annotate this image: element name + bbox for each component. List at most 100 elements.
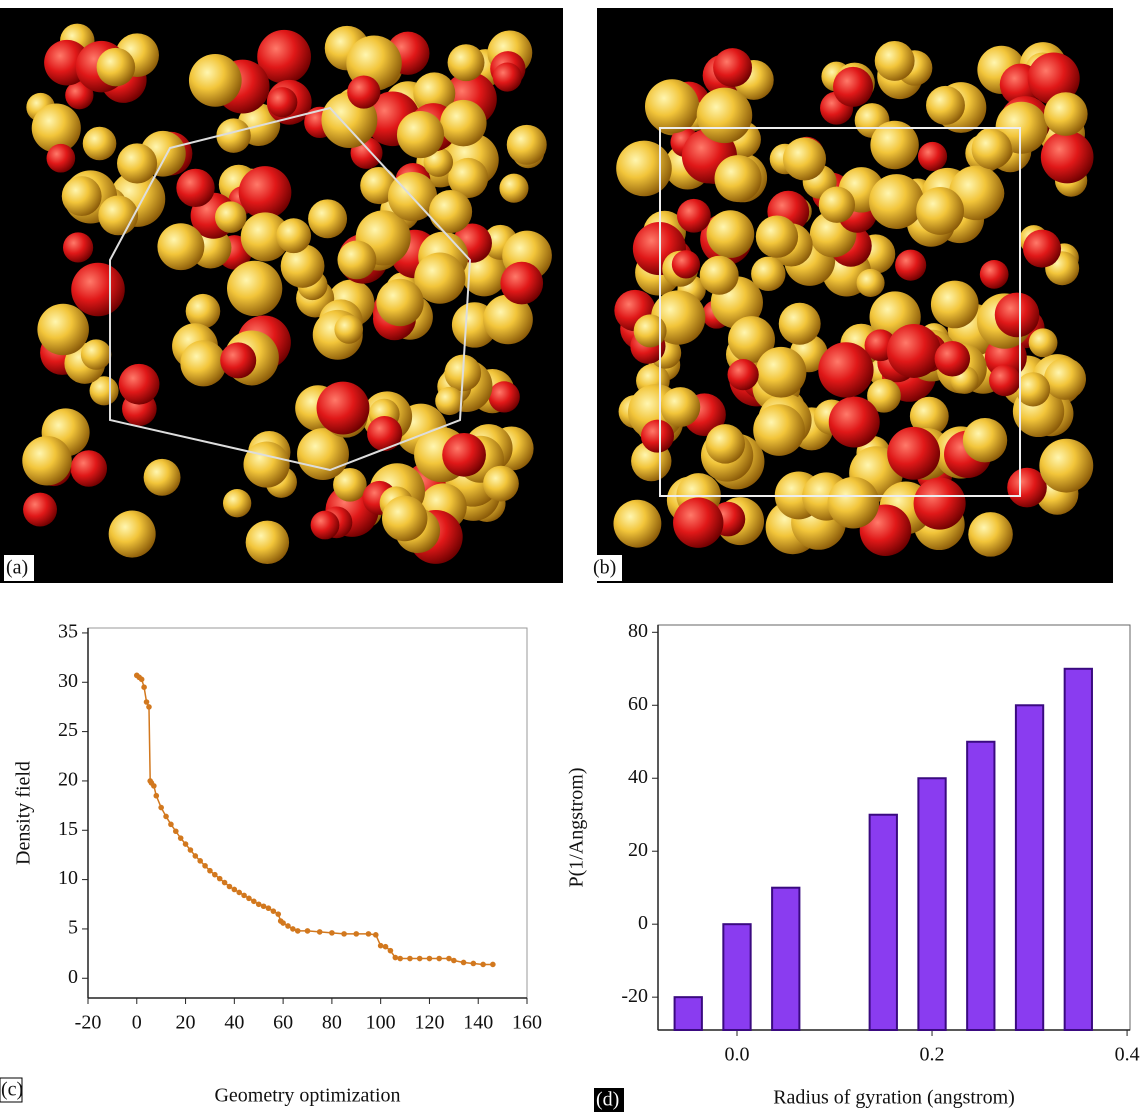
silicon-atom: [440, 100, 486, 146]
silicon-atom: [916, 187, 964, 235]
oxygen-atom: [71, 263, 125, 317]
oxygen-atom: [829, 397, 880, 448]
oxygen-atom: [887, 427, 940, 480]
x-tick-label: 160: [512, 1012, 542, 1034]
silicon-atom: [968, 512, 1013, 557]
oxygen-atom: [47, 144, 76, 173]
silicon-atom: [706, 424, 746, 464]
oxygen-atom: [1023, 230, 1061, 268]
silicon-atom: [83, 127, 117, 161]
y-tick-label: 10: [58, 867, 78, 889]
silicon-atom: [98, 195, 138, 235]
silicon-atom: [756, 347, 807, 398]
data-point: [153, 793, 159, 799]
bar: [1016, 705, 1043, 1030]
data-point: [173, 828, 179, 834]
silicon-atom: [819, 187, 855, 223]
oxygen-atom: [833, 67, 873, 107]
page: {"panel_labels": ["(a)", "(b)", "(c)", "…: [0, 0, 1147, 1113]
silicon-atom: [429, 190, 472, 233]
data-point: [212, 872, 218, 878]
x-axis-title: Geometry optimization: [214, 1085, 400, 1107]
data-point: [178, 835, 184, 841]
bar: [772, 888, 799, 1030]
data-point: [207, 868, 213, 874]
data-point: [232, 887, 238, 893]
data-line: [137, 675, 493, 964]
oxygen-atom: [672, 250, 700, 278]
oxygen-atom: [641, 420, 674, 453]
silicon-atom: [337, 240, 376, 279]
silicon-atom: [700, 256, 739, 295]
data-point: [261, 903, 267, 909]
data-point: [151, 783, 157, 789]
silicon-atom: [276, 218, 311, 253]
data-point: [436, 956, 442, 962]
silicon-atom: [144, 459, 181, 496]
data-point: [271, 908, 277, 914]
oxygen-atom: [677, 199, 711, 233]
oxygen-atom: [119, 364, 160, 405]
silicon-atom: [117, 143, 157, 183]
data-point: [285, 923, 291, 929]
silicon-atom: [645, 79, 699, 133]
silicon-atom: [244, 441, 290, 487]
y-axis-title: Density field: [13, 761, 35, 865]
oxygen-atom: [23, 493, 57, 527]
oxygen-atom: [500, 262, 543, 305]
oxygen-atom: [489, 381, 520, 412]
data-point: [158, 805, 164, 811]
panel-label: (c): [1, 1079, 23, 1101]
silicon-atom: [634, 314, 667, 347]
data-point: [373, 932, 379, 938]
data-point: [341, 931, 347, 937]
data-point: [295, 928, 301, 934]
silicon-atom: [507, 125, 547, 165]
data-point: [217, 876, 223, 882]
data-point: [183, 841, 189, 847]
silicon-atom: [334, 315, 363, 344]
oxygen-atom: [367, 416, 402, 451]
y-tick-label: 0: [68, 966, 78, 988]
oxygen-atom: [239, 166, 292, 219]
oxygen-atom: [176, 169, 214, 207]
data-point: [256, 901, 262, 907]
oxygen-atom: [63, 232, 93, 262]
data-point: [305, 928, 311, 934]
panel-label: (a): [6, 557, 28, 579]
x-tick-label: 80: [322, 1012, 342, 1034]
silicon-atom: [397, 111, 444, 158]
y-tick-label: 15: [58, 818, 78, 840]
oxygen-atom: [347, 75, 380, 108]
data-point: [353, 931, 359, 937]
data-point: [427, 956, 433, 962]
oxygen-atom: [935, 341, 971, 377]
y-tick-label: 35: [58, 621, 78, 643]
silicon-atom: [926, 86, 965, 125]
oxygen-atom: [673, 498, 723, 548]
silicon-atom: [715, 155, 762, 202]
data-point: [144, 699, 150, 705]
bar: [870, 815, 897, 1030]
silicon-atom: [697, 88, 753, 144]
x-tick-label: 0.0: [724, 1044, 749, 1066]
oxygen-atom: [995, 293, 1040, 338]
y-tick-label: 40: [628, 766, 648, 788]
y-tick-label: 20: [628, 839, 648, 861]
data-point: [202, 863, 208, 869]
oxygen-atom: [442, 433, 486, 477]
silicon-atom: [483, 466, 519, 502]
x-tick-label: 20: [176, 1012, 196, 1034]
oxygen-atom: [493, 62, 522, 91]
panel-label: (b): [593, 557, 616, 579]
silicon-atom: [62, 176, 102, 216]
data-point: [280, 920, 286, 926]
silicon-atom: [499, 174, 528, 203]
data-point: [146, 704, 152, 710]
y-axis-title: P(1/Angstrom): [566, 768, 588, 888]
y-tick-label: 60: [628, 693, 648, 715]
data-point: [222, 880, 228, 886]
oxygen-atom: [713, 48, 752, 87]
bar: [918, 778, 945, 1030]
data-point: [446, 956, 452, 962]
